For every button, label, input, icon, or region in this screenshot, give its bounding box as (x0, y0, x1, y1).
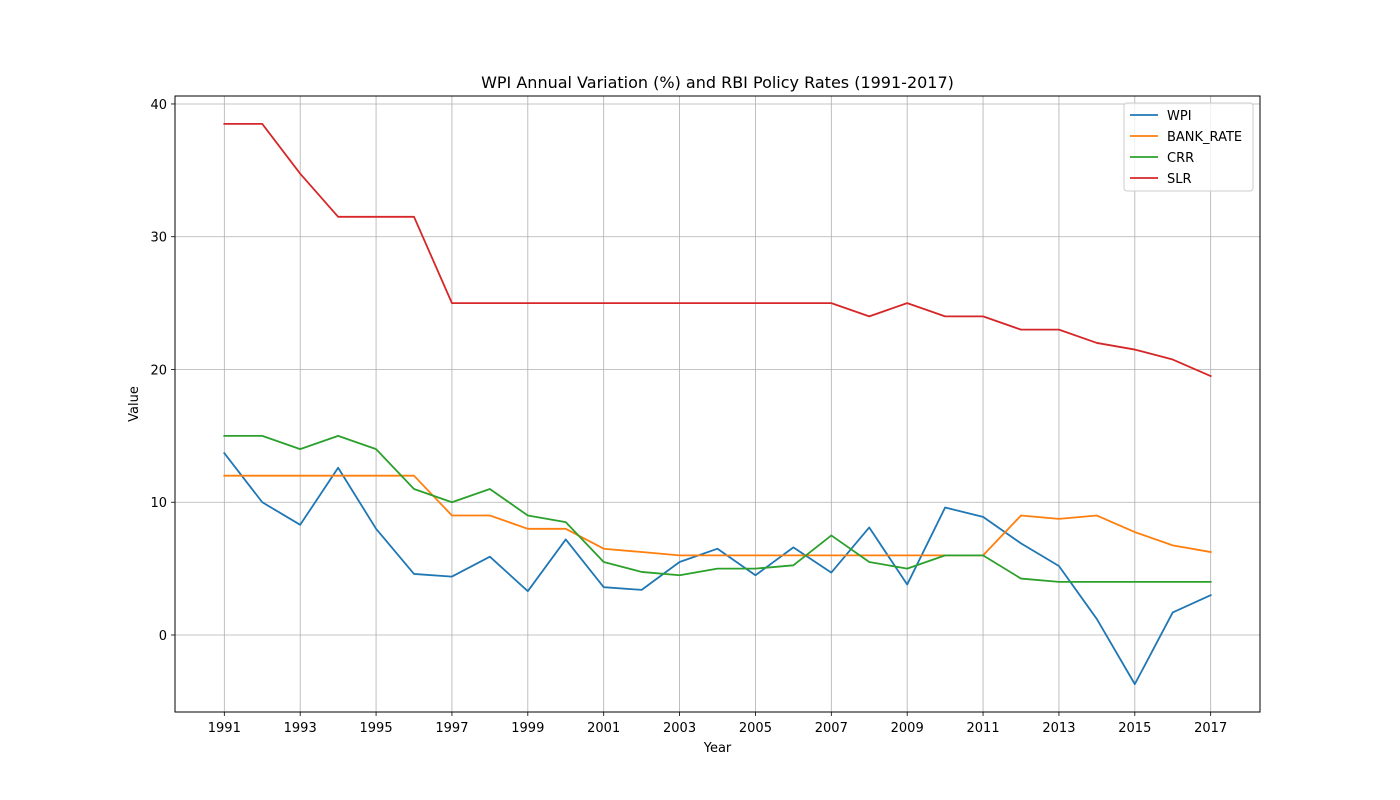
series-line-bank-rate (223, 474, 1212, 557)
chart-title: WPI Annual Variation (%) and RBI Policy … (481, 73, 954, 92)
x-tick-label: 2007 (815, 721, 848, 736)
x-tick-label: 1999 (511, 721, 544, 736)
legend-label: WPI (1167, 109, 1192, 124)
x-tick-label: 2013 (1042, 721, 1075, 736)
y-axis-label: Value (127, 386, 142, 422)
x-tick-label: 1995 (360, 721, 393, 736)
y-tick-label: 30 (150, 231, 167, 246)
series-line-wpi (223, 451, 1212, 686)
series-lines (223, 122, 1212, 686)
x-tick-label: 2001 (587, 721, 620, 736)
legend-label: SLR (1167, 172, 1192, 187)
y-tick-label: 20 (150, 363, 167, 378)
legend-box (1123, 102, 1254, 192)
x-tick-label: 2011 (967, 721, 1000, 736)
series-line-crr (223, 434, 1212, 583)
x-tick-label: 1997 (435, 721, 468, 736)
y-tick-label: 10 (150, 496, 167, 511)
legend-label: BANK_RATE (1167, 130, 1242, 145)
x-tick-label: 2005 (739, 721, 772, 736)
x-tick-label: 2003 (663, 721, 696, 736)
x-tick-label: 2015 (1118, 721, 1151, 736)
series-line-slr (223, 122, 1212, 378)
legend-item-slr: SLR (1130, 172, 1192, 187)
legend-item-crr: CRR (1130, 151, 1194, 166)
legend-label: CRR (1167, 151, 1194, 166)
x-tick-label: 2009 (891, 721, 924, 736)
legend-item-wpi: WPI (1130, 109, 1192, 124)
x-axis-label: Year (703, 741, 732, 756)
legend-item-bank-rate: BANK_RATE (1130, 130, 1242, 145)
legend: WPI BANK_RATE CRR SLR (1123, 102, 1254, 192)
axis-ticks: 1991 1993 1995 1997 1999 2001 2003 2005 2007 2009… (150, 98, 1227, 736)
x-tick-label: 1993 (284, 721, 317, 736)
plot-area-frame (174, 95, 1261, 713)
x-tick-label: 1991 (208, 721, 241, 736)
x-tick-label: 2017 (1194, 721, 1227, 736)
grid-lines (175, 96, 1260, 712)
y-tick-label: 40 (150, 98, 167, 113)
y-tick-label: 0 (159, 629, 167, 644)
legend-items: WPI BANK_RATE CRR SLR (1130, 109, 1242, 187)
